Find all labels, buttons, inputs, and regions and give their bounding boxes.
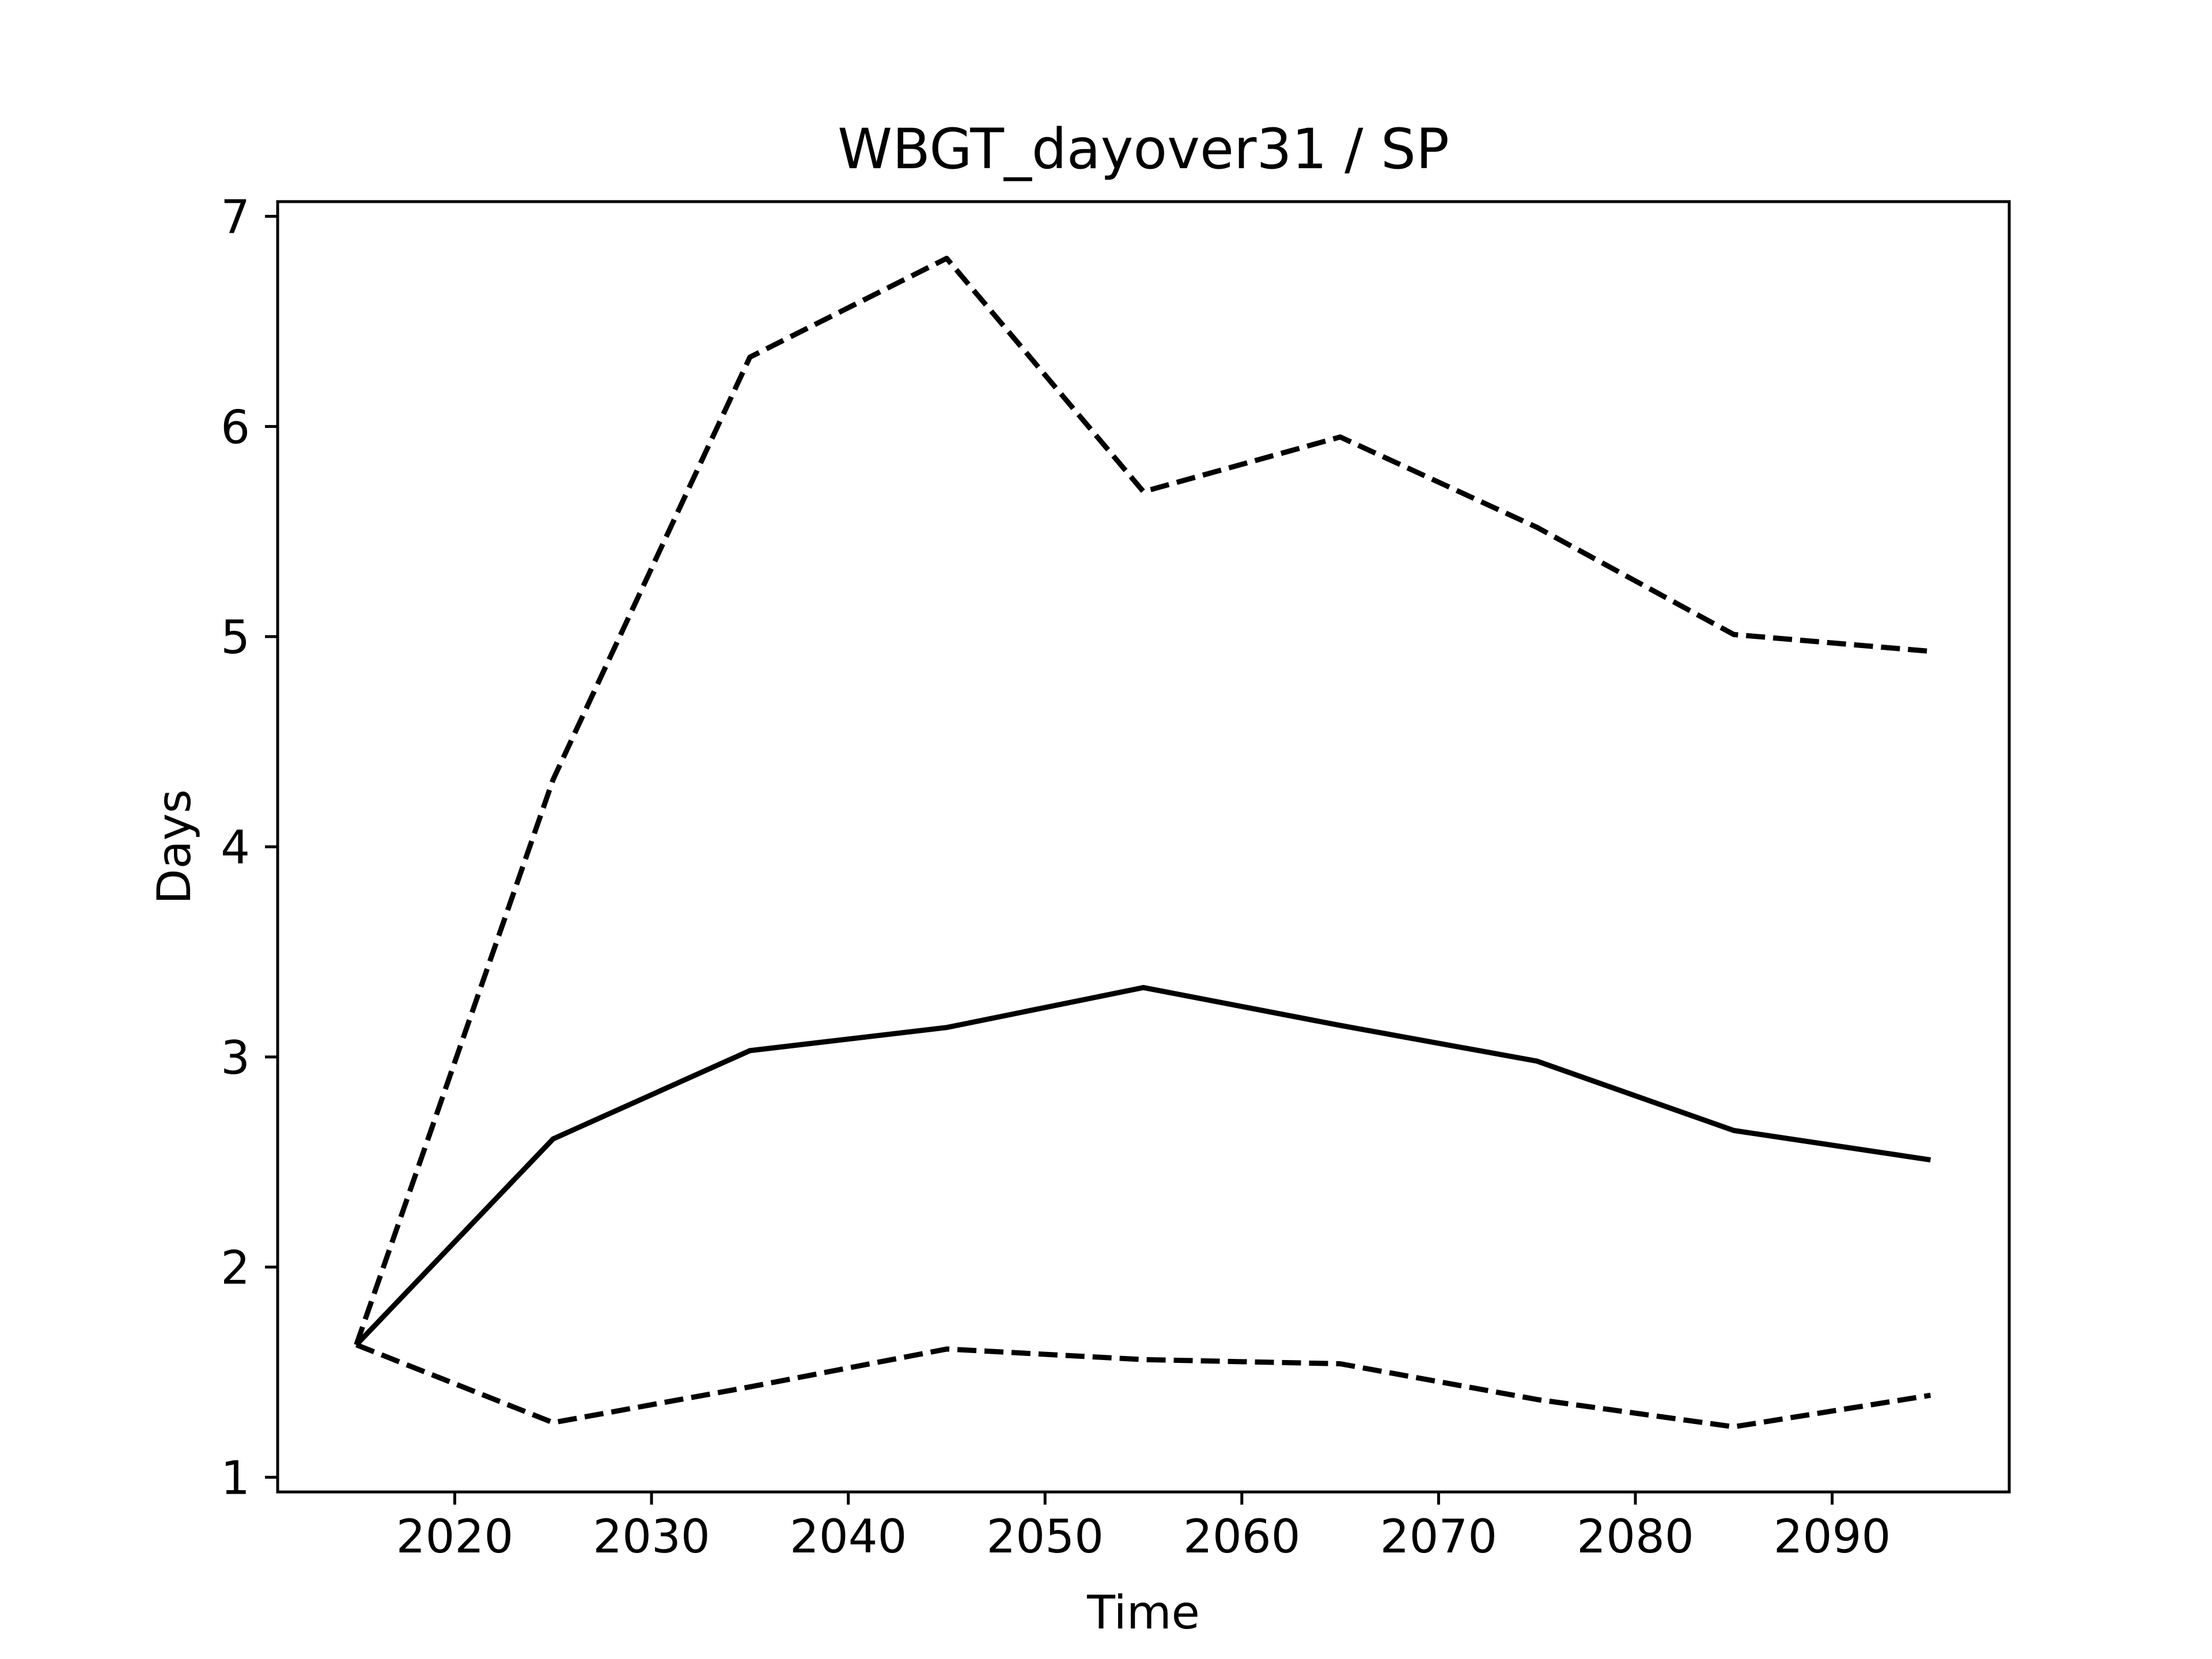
x-axis-ticks: 2020 2030 2040 2050 2060 2070 2080 2090 — [396, 1492, 1891, 1563]
y-tick-label: 5 — [221, 611, 250, 664]
dashed-series-line — [355, 1342, 1931, 1430]
y-tick-label: 6 — [221, 400, 250, 454]
x-tick-label: 2060 — [1183, 1510, 1301, 1563]
y-axis-label: Days — [147, 789, 201, 904]
x-tick-label: 2090 — [1774, 1510, 1891, 1563]
y-tick-label: 1 — [221, 1451, 250, 1505]
y-tick-label: 3 — [221, 1031, 250, 1085]
solid-series-line — [354, 984, 1931, 1347]
x-tick-label: 2050 — [986, 1510, 1104, 1563]
y-tick-label: 2 — [221, 1241, 250, 1295]
x-tick-label: 2080 — [1577, 1510, 1694, 1563]
y-tick-label: 7 — [221, 191, 250, 244]
x-axis-label: Time — [1086, 1586, 1200, 1639]
chart-title: WBGT_dayover31 / SP — [838, 117, 1449, 181]
plot-series-group — [354, 256, 1931, 1430]
y-tick-label: 4 — [221, 821, 250, 874]
x-tick-label: 2030 — [593, 1510, 710, 1563]
y-axis-ticks: 1 2 3 4 5 6 7 — [221, 191, 278, 1505]
x-tick-label: 2070 — [1380, 1510, 1498, 1563]
x-tick-label: 2040 — [790, 1510, 907, 1563]
plot-area-frame — [276, 200, 2011, 1494]
x-tick-label: 2020 — [396, 1510, 514, 1563]
